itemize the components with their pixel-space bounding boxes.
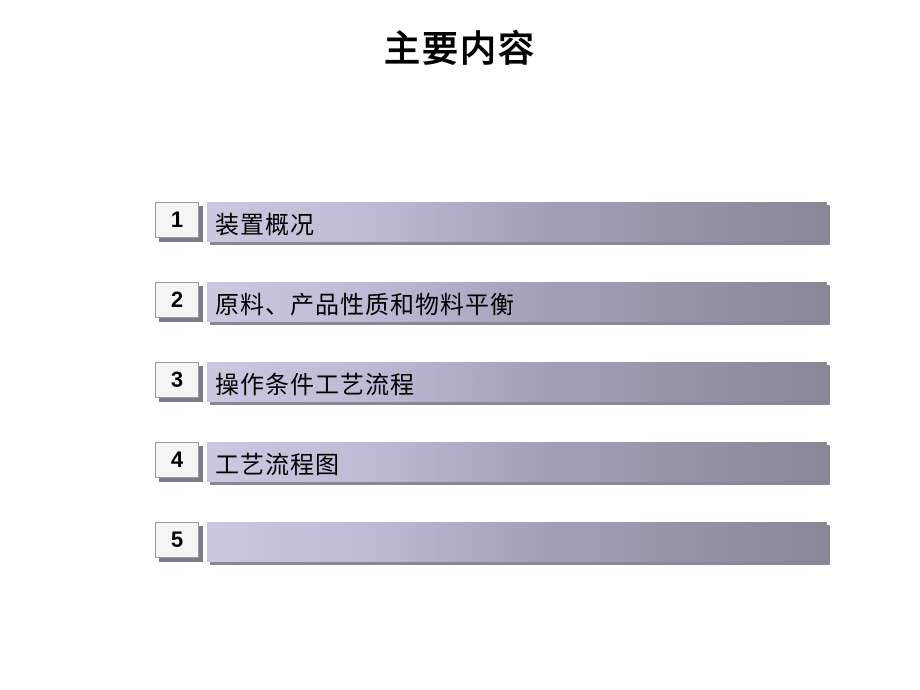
- toc-label: 原料、产品性质和物料平衡: [207, 282, 827, 322]
- toc-label-bar: 工艺流程图: [207, 442, 827, 484]
- toc-label: [207, 522, 827, 562]
- toc-number: 3: [155, 362, 199, 398]
- toc-number: 2: [155, 282, 199, 318]
- slide-title: 主要内容: [0, 20, 920, 72]
- toc-label: 工艺流程图: [207, 442, 827, 482]
- toc-label-bar: 操作条件工艺流程: [207, 362, 827, 404]
- toc-label-bar: 原料、产品性质和物料平衡: [207, 282, 827, 324]
- toc-number: 1: [155, 202, 199, 238]
- toc-number-box: 1: [155, 202, 199, 238]
- toc-item: 5: [155, 522, 920, 564]
- toc-list: 1 装置概况 2 原料、产品性质和物料平衡 3: [0, 202, 920, 564]
- toc-number: 5: [155, 522, 199, 558]
- toc-label: 装置概况: [207, 202, 827, 242]
- toc-number-box: 2: [155, 282, 199, 318]
- toc-item: 3 操作条件工艺流程: [155, 362, 920, 404]
- toc-number-box: 3: [155, 362, 199, 398]
- toc-label: 操作条件工艺流程: [207, 362, 827, 402]
- toc-label-bar: [207, 522, 827, 564]
- toc-number: 4: [155, 442, 199, 478]
- toc-label-bar: 装置概况: [207, 202, 827, 244]
- toc-item: 4 工艺流程图: [155, 442, 920, 484]
- toc-number-box: 5: [155, 522, 199, 558]
- slide-main-contents: 主要内容 1 装置概况 2 原料、产品性质和物料平衡: [0, 0, 920, 690]
- toc-item: 1 装置概况: [155, 202, 920, 244]
- toc-number-box: 4: [155, 442, 199, 478]
- toc-item: 2 原料、产品性质和物料平衡: [155, 282, 920, 324]
